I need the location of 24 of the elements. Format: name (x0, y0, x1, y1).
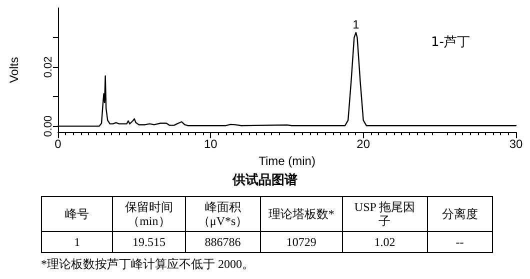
y-axis-title: Volts (7, 57, 21, 84)
annotation: 1 (352, 18, 360, 32)
x-tick-label: 10 (204, 137, 218, 152)
x-tick-label: 30 (509, 137, 523, 152)
text: 886786 (204, 235, 241, 249)
text: 供试品图谱 (231, 172, 298, 189)
text: 1 (74, 235, 80, 249)
text: 1.02 (374, 235, 396, 249)
text: *理论板数按芦丁峰计算应不低于 2000。 (41, 256, 254, 273)
y-tick-label: 0.02 (42, 56, 54, 78)
category-label: 峰号 (42, 196, 113, 232)
category-label: 保留时间（min） (112, 196, 186, 232)
annotation: 1-芦丁 (431, 35, 470, 50)
category-label: 峰面积（μV*s） (185, 196, 260, 232)
text: -- (456, 235, 464, 249)
category-label: USP 拖尾因子 (342, 196, 428, 232)
category-label: 分离度 (427, 196, 492, 232)
category-label: 理论塔板数* (260, 196, 342, 232)
text: 19.515 (132, 235, 166, 249)
text: 10729 (286, 235, 316, 249)
x-tick-label: 0 (54, 137, 62, 152)
x-axis-title: Time (min) (258, 154, 316, 168)
x-tick-label: 20 (356, 137, 370, 152)
y-tick-label: 0.00 (42, 115, 54, 137)
